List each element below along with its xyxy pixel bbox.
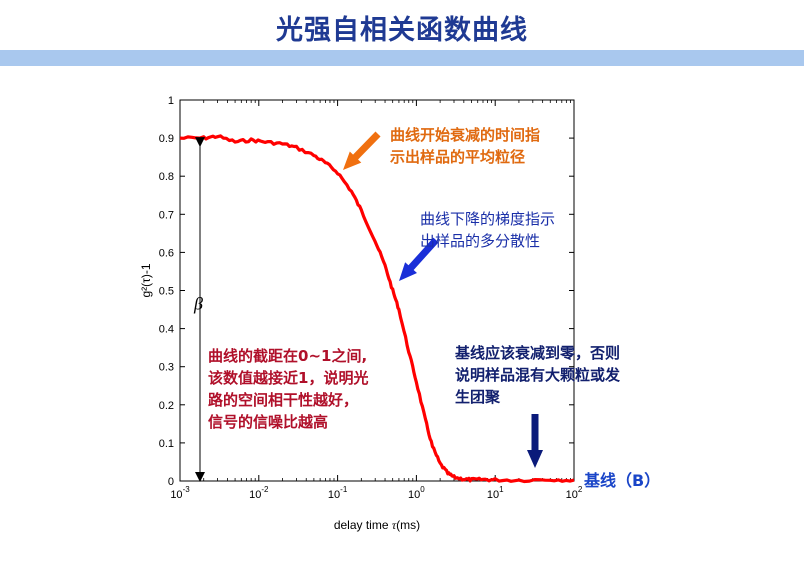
y-tick-label: 0.1 [159, 438, 174, 450]
x-tick-label: 101 [487, 485, 504, 501]
annotation-line: 出样品的多分散性 [420, 232, 541, 250]
annotation-slope: 曲线下降的梯度指示 出样品的多分散性 [420, 208, 555, 252]
title-underline-bar [0, 50, 804, 66]
y-tick-label: 1 [168, 95, 174, 107]
x-tick-label: 10-1 [328, 485, 348, 501]
annotation-line: 基线应该衰减到零，否则 [455, 344, 621, 362]
annotation-line: 曲线的截距在0~1之间, [208, 347, 368, 365]
arrow-shape [399, 237, 439, 281]
baseline-label: 基线（B） [584, 471, 661, 490]
arrow-shape [342, 131, 381, 171]
arrow-shape [527, 414, 543, 468]
annotation-line: 曲线开始衰减的时间指 [390, 126, 541, 144]
annotation-line: 生团聚 [455, 388, 501, 406]
y-tick-label: 0.6 [159, 247, 174, 259]
arrow-decay-start [342, 131, 381, 171]
x-axis-label: delay time τ(ms) [334, 518, 420, 532]
y-tick-label: 0.3 [159, 362, 174, 374]
series-line [179, 134, 575, 484]
y-tick-label: 0 [168, 476, 174, 488]
page-title: 光强自相关函数曲线 [276, 15, 528, 46]
annotation-line: 说明样品混有大颗粒或发 [455, 366, 621, 384]
annotation-line: 曲线下降的梯度指示 [420, 210, 556, 228]
arrow-slope [399, 237, 439, 281]
beta-label: β [193, 294, 203, 314]
y-tick-label: 0.5 [159, 286, 174, 298]
y-tick-label: 0.4 [159, 324, 174, 336]
y-tick-label: 0.8 [159, 171, 174, 183]
annotation-line: 示出样品的平均粒径 [390, 148, 526, 166]
annotation-line: 信号的信噪比越高 [208, 413, 329, 431]
x-tick-label: 102 [566, 485, 583, 501]
y-tick-label: 0.2 [159, 400, 174, 412]
y-tick-label: 0.9 [159, 133, 174, 145]
arrow-baseline [527, 414, 543, 468]
y-axis-label: g²(τ)-1 [139, 263, 153, 297]
annotation-decay-start: 曲线开始衰减的时间指 示出样品的平均粒径 [390, 124, 540, 168]
annotation-intercept: 曲线的截距在0~1之间, 该数值越接近1，说明光 路的空间相干性越好， 信号的信… [208, 345, 368, 433]
x-tick-label: 100 [408, 485, 425, 501]
x-tick-label: 10-2 [249, 485, 269, 501]
x-tick-label: 10-3 [170, 485, 190, 501]
annotation-line: 该数值越接近1，说明光 [208, 369, 369, 387]
annotation-line: 路的空间相干性越好， [208, 391, 359, 409]
y-tick-label: 0.7 [159, 209, 174, 221]
annotation-baseline-note: 基线应该衰减到零，否则 说明样品混有大颗粒或发 生团聚 [455, 342, 620, 408]
